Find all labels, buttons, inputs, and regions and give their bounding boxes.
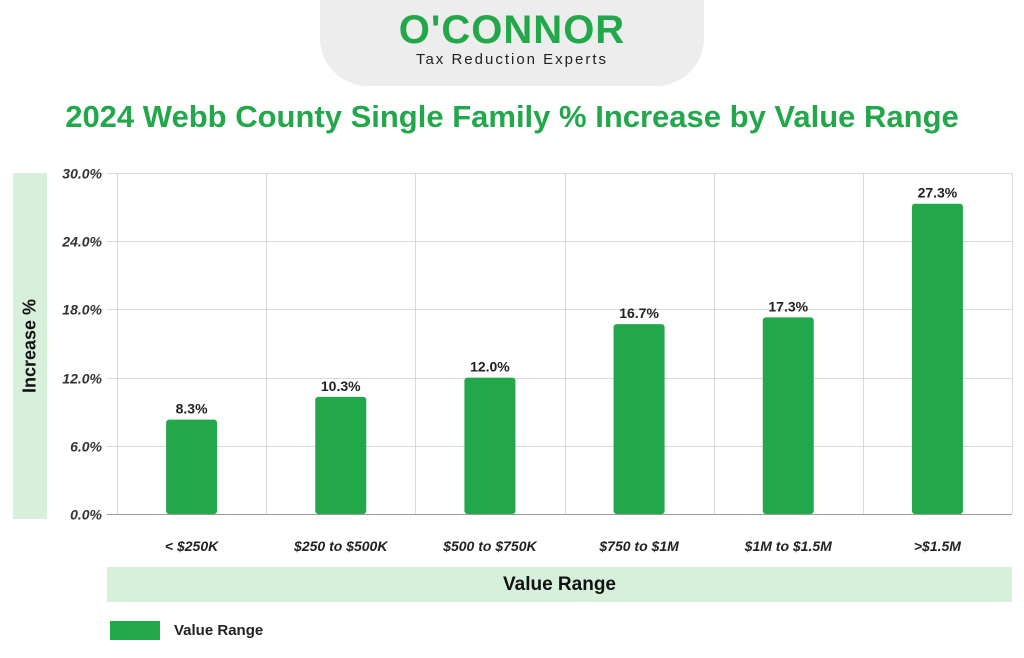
bar	[315, 396, 367, 514]
bar-value-label: 27.3%	[918, 185, 958, 201]
x-tick-label: $750 to $1M	[598, 538, 679, 554]
bar	[911, 203, 963, 514]
bar-value-label: 8.3%	[176, 401, 208, 417]
x-axis-label: Value Range	[107, 567, 1012, 602]
bar	[166, 419, 218, 514]
bar-value-label: 17.3%	[768, 298, 808, 314]
bar	[613, 324, 665, 514]
x-tick-label: >$1.5M	[914, 538, 961, 554]
legend-label: Value Range	[174, 622, 264, 639]
bar	[762, 317, 814, 514]
logo-tagline: Tax Reduction Experts	[415, 51, 609, 68]
y-tick-label: 24.0%	[61, 234, 102, 250]
x-tick-label: $500 to $750K	[442, 538, 537, 554]
chart-title: 2024 Webb County Single Family % Increas…	[65, 99, 959, 134]
y-tick-label: 18.0%	[62, 302, 102, 318]
legend-swatch	[110, 621, 160, 640]
logo-banner: O'CONNOR Tax Reduction Experts	[320, 0, 704, 86]
y-tick-label: 30.0%	[62, 166, 102, 182]
y-tick-label: 6.0%	[70, 439, 102, 455]
y-axis-label-band	[13, 173, 47, 519]
y-tick-label: 12.0%	[62, 371, 102, 387]
logo-wordmark: O'CONNOR	[398, 8, 626, 52]
bar	[464, 377, 516, 514]
x-tick-label: < $250K	[165, 538, 219, 554]
bar-value-label: 10.3%	[321, 378, 361, 394]
x-tick-label: $1M to $1.5M	[744, 538, 832, 554]
legend: Value Range	[110, 621, 263, 640]
y-tick-label: 0.0%	[70, 507, 102, 523]
bar-value-label: 16.7%	[619, 305, 659, 321]
x-tick-label: $250 to $500K	[293, 538, 388, 554]
bar-value-label: 12.0%	[470, 359, 510, 375]
